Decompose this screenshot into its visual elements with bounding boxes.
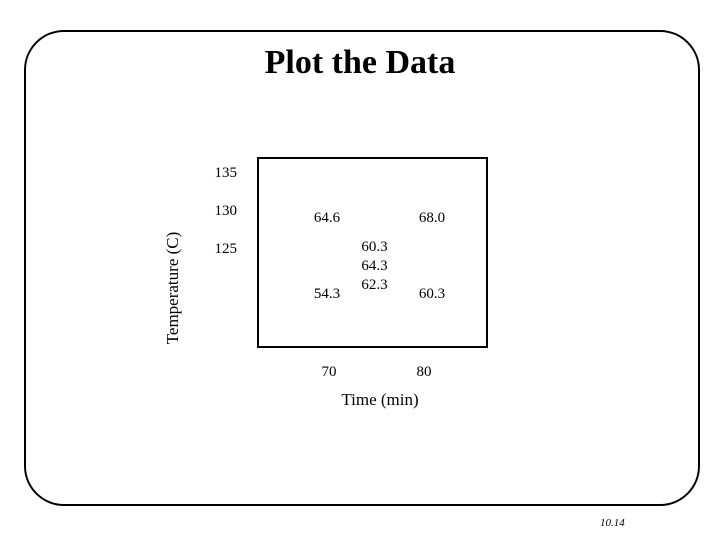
point-label: 54.3 [314,286,340,302]
x-tick-label-70: 70 [322,364,337,380]
y-tick-label-135: 135 [215,165,238,181]
y-tick-label-125: 125 [215,241,238,257]
x-axis-title: Time (min) [341,390,418,409]
page-number: 10.14 [600,517,625,529]
y-tick-label-130: 130 [215,203,238,219]
point-label: 64.3 [361,258,387,274]
y-tick-labels: 125 130 135 [215,165,238,257]
point-label: 68.0 [419,210,445,226]
slide-frame [24,30,700,506]
point-label: 60.3 [361,239,387,255]
plot-area [257,157,488,348]
data-point-labels: 64.6 68.0 60.3 64.3 62.3 54.3 60.3 [314,210,445,302]
x-tick-label-80: 80 [417,364,432,380]
point-label: 60.3 [419,286,445,302]
point-label: 64.6 [314,210,341,226]
point-label: 62.3 [361,277,387,293]
x-tick-labels: 70 80 [322,364,432,380]
y-axis-title: Temperature (C) [163,232,182,345]
slide-title: Plot the Data [264,44,456,81]
